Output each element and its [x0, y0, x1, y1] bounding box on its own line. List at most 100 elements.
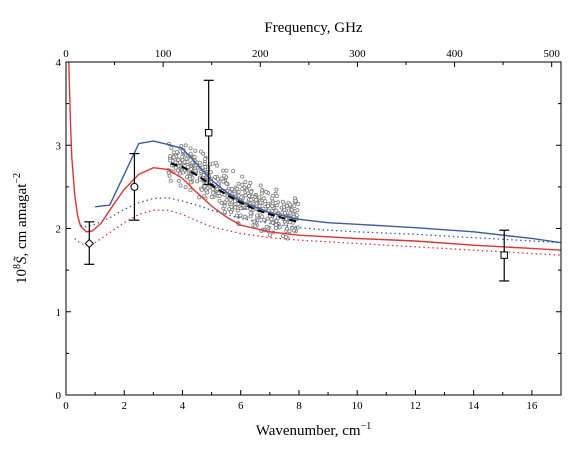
scatter-point [288, 202, 293, 207]
top-tick-label: 200 [252, 48, 269, 60]
scatter-point [192, 154, 197, 159]
top-tick-label: 400 [446, 48, 463, 60]
scatter-point [168, 178, 173, 183]
series-black-dashed [170, 162, 300, 223]
scatter-point [213, 175, 218, 180]
top-tick-label: 500 [543, 48, 560, 60]
scatter-point [197, 160, 202, 165]
scatter-point [258, 200, 263, 205]
scatter-point [228, 197, 233, 202]
scatter-point [171, 155, 176, 160]
scatter-point [210, 187, 215, 192]
top-axis-label: Frequency, GHz [264, 20, 363, 36]
scatter-point [252, 219, 257, 224]
x-axis-label: Wavenumber, cm−1 [256, 421, 371, 439]
scatter-point [233, 205, 238, 210]
scatter-point [183, 185, 188, 190]
error-point-circle [129, 152, 140, 221]
scatter-point [231, 168, 236, 173]
scatter-point [201, 173, 206, 178]
scatter-point [270, 204, 275, 209]
y-axis-label: 108S̃, cm amagat−2 [12, 173, 30, 284]
scatter-point [243, 193, 248, 198]
scatter-point [265, 216, 270, 221]
scatter-point [287, 229, 292, 234]
scatter-point [248, 211, 253, 216]
diamond-marker [84, 238, 95, 249]
x-tick-label: 2 [121, 400, 127, 412]
scatter-point [249, 197, 254, 202]
scatter-point [174, 150, 179, 155]
scatter-point [280, 199, 285, 204]
scatter-point [180, 155, 185, 160]
scatter-point [273, 201, 278, 206]
scatter-point [215, 187, 220, 192]
scatter-point [179, 143, 184, 148]
top-tick-label: 100 [155, 48, 172, 60]
scatter-point [184, 175, 189, 180]
scatter-point [188, 180, 193, 185]
scatter-point [242, 214, 247, 219]
scatter-point [217, 198, 222, 203]
scatter-point [274, 194, 279, 199]
scatter-point [167, 173, 172, 178]
scatter-point [266, 204, 271, 209]
scatter-point [270, 196, 275, 201]
scatter-point [294, 213, 299, 218]
scatter-point [221, 168, 226, 173]
scatter-point [173, 160, 178, 165]
square-marker [204, 129, 213, 137]
scatter-point [224, 181, 229, 186]
scatter-point [188, 146, 193, 151]
scatter-point [169, 146, 174, 151]
scatter-point [284, 222, 289, 227]
scatter-point [168, 158, 173, 163]
x-tick-label: 10 [352, 400, 364, 412]
scatter-point [296, 201, 301, 206]
series-red-dotted [74, 209, 561, 256]
scatter-point [229, 210, 234, 215]
scatter-point [224, 168, 229, 173]
scatter-point [222, 210, 227, 215]
scatter-point [238, 213, 243, 218]
x-tick-label: 8 [296, 400, 302, 412]
x-tick-label: 6 [238, 400, 244, 412]
scatter-point [273, 225, 278, 230]
scatter-point [259, 191, 264, 196]
scatter-point [201, 151, 206, 156]
scatter-point [177, 160, 182, 165]
scatter-point [219, 176, 224, 181]
scatter-points-group [166, 141, 301, 241]
x-tick-label: 16 [526, 400, 538, 412]
scatter-point [295, 208, 300, 213]
error-point-square [203, 79, 214, 185]
scatter-point [202, 161, 207, 166]
scatter-point [282, 207, 287, 212]
scatter-point [261, 217, 266, 222]
x-tick-label: 4 [180, 400, 186, 412]
scatter-point [264, 224, 269, 229]
scatter-point [232, 191, 237, 196]
scatter-point [176, 178, 181, 183]
top-tick-label: 300 [349, 48, 366, 60]
scatter-point [240, 174, 245, 179]
scatter-point [202, 184, 207, 189]
scatter-point [222, 204, 227, 209]
scatter-point [244, 188, 249, 193]
scatter-point [234, 213, 239, 218]
y-tick-label: 0 [56, 390, 62, 402]
scatter-point [208, 170, 213, 175]
scatter-point [184, 156, 189, 161]
scatter-point [199, 187, 204, 192]
scatter-point [243, 180, 248, 185]
scatter-point [257, 195, 262, 200]
scatter-point [211, 190, 216, 195]
scatter-point [235, 186, 240, 191]
scatter-point [188, 187, 193, 192]
scatter-point [193, 148, 198, 153]
series-red-solid [68, 62, 561, 251]
scatter-point [292, 204, 297, 209]
scatter-point [284, 226, 289, 231]
scatter-point [205, 190, 210, 195]
scatter-point [284, 235, 289, 240]
